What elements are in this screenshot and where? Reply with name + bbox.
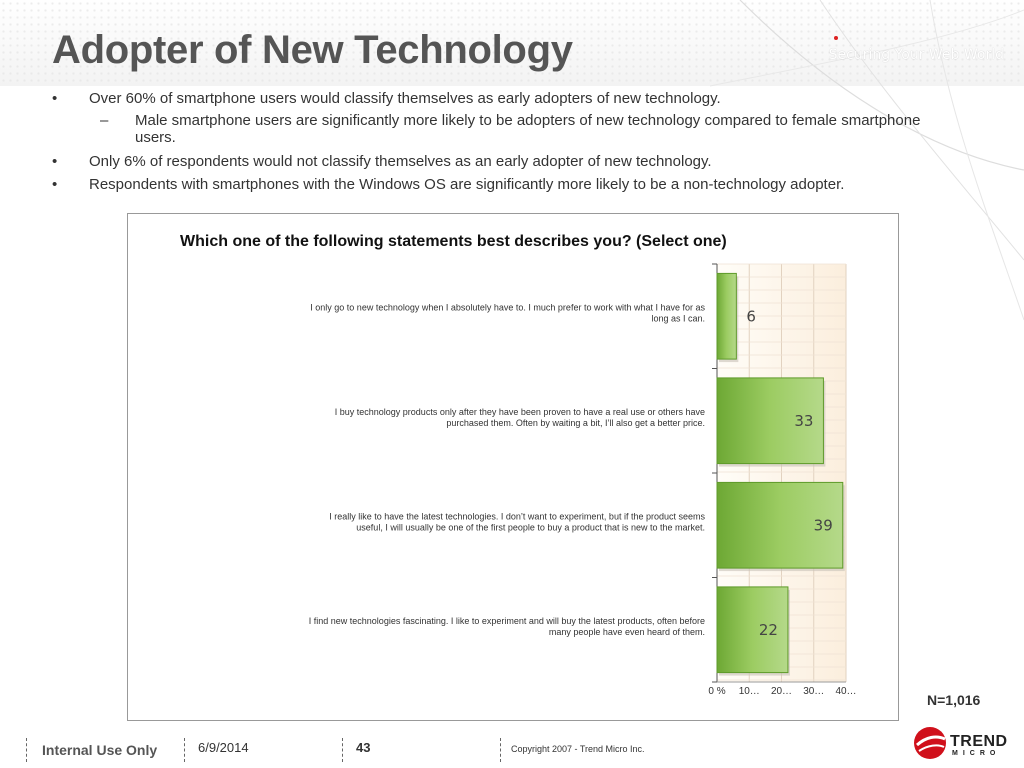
bar-chart: Which one of the following statements be… (180, 233, 857, 697)
x-tick-label: 40… (835, 686, 856, 697)
bullet-mark: • (52, 176, 58, 193)
tagline-dot (834, 36, 838, 40)
data-label: 22 (759, 621, 778, 639)
bullet-mark: • (52, 153, 58, 170)
x-tick-label: 20… (771, 686, 792, 697)
chart-title: Which one of the following statements be… (180, 233, 727, 250)
bar (716, 272, 737, 360)
logo-subtext: MICRO (952, 750, 1001, 757)
footer-separator (342, 738, 343, 762)
page-number: 43 (356, 740, 371, 755)
bar (716, 586, 789, 674)
x-tick-label: 30… (803, 686, 824, 697)
data-label: 39 (814, 516, 833, 534)
data-label: 33 (794, 412, 813, 430)
category-label: I find new technologies fascinating. I l… (309, 616, 705, 626)
footer: Internal Use Only 6/9/2014 43 Copyright … (0, 733, 1024, 768)
category-label: long as I can. (651, 313, 705, 323)
bullet-mark: • (52, 90, 58, 107)
footer-date: 6/9/2014 (198, 740, 249, 755)
x-tick-label: 10… (739, 686, 760, 697)
tagline: Securing Your Web World (828, 47, 1004, 63)
chart-frame: Which one of the following statements be… (127, 213, 899, 721)
header-dot-pattern (0, 0, 1024, 86)
bullet-text: Male smartphone users are significantly … (135, 112, 921, 146)
footer-separator (500, 738, 501, 762)
bar (716, 377, 824, 465)
category-label: purchased them. Often by waiting a bit, … (446, 418, 705, 428)
footer-separator (184, 738, 185, 762)
plot-area: 6 I only go to new technology when I abso… (309, 263, 857, 697)
category-label: I really like to have the latest technol… (329, 511, 705, 521)
bullet-text: Only 6% of respondents would not classif… (89, 153, 712, 170)
internal-use-label: Internal Use Only (42, 742, 158, 758)
bar (716, 481, 844, 569)
category-label: I only go to new technology when I absol… (310, 302, 705, 312)
logo-wordmark: TREND (950, 733, 1008, 750)
bullet-mark: – (100, 112, 109, 129)
category-label: useful, I will usually be one of the fir… (356, 522, 705, 532)
decorative-swoosh (700, 0, 1024, 330)
x-tick-label: 0 % (708, 686, 725, 697)
data-label: 6 (746, 307, 756, 325)
footer-separator (26, 738, 27, 762)
category-label: I buy technology products only after the… (335, 407, 705, 417)
trend-micro-ball-icon (914, 727, 946, 759)
slide-title: Adopter of New Technology (52, 28, 573, 72)
bullet-text: Over 60% of smartphone users would class… (89, 90, 721, 107)
copyright-text: Copyright 2007 - Trend Micro Inc. (511, 744, 645, 754)
bullet-text: Respondents with smartphones with the Wi… (89, 176, 845, 193)
sample-size-label: N=1,016 (927, 692, 981, 708)
category-label: many people have even heard of them. (549, 627, 705, 637)
